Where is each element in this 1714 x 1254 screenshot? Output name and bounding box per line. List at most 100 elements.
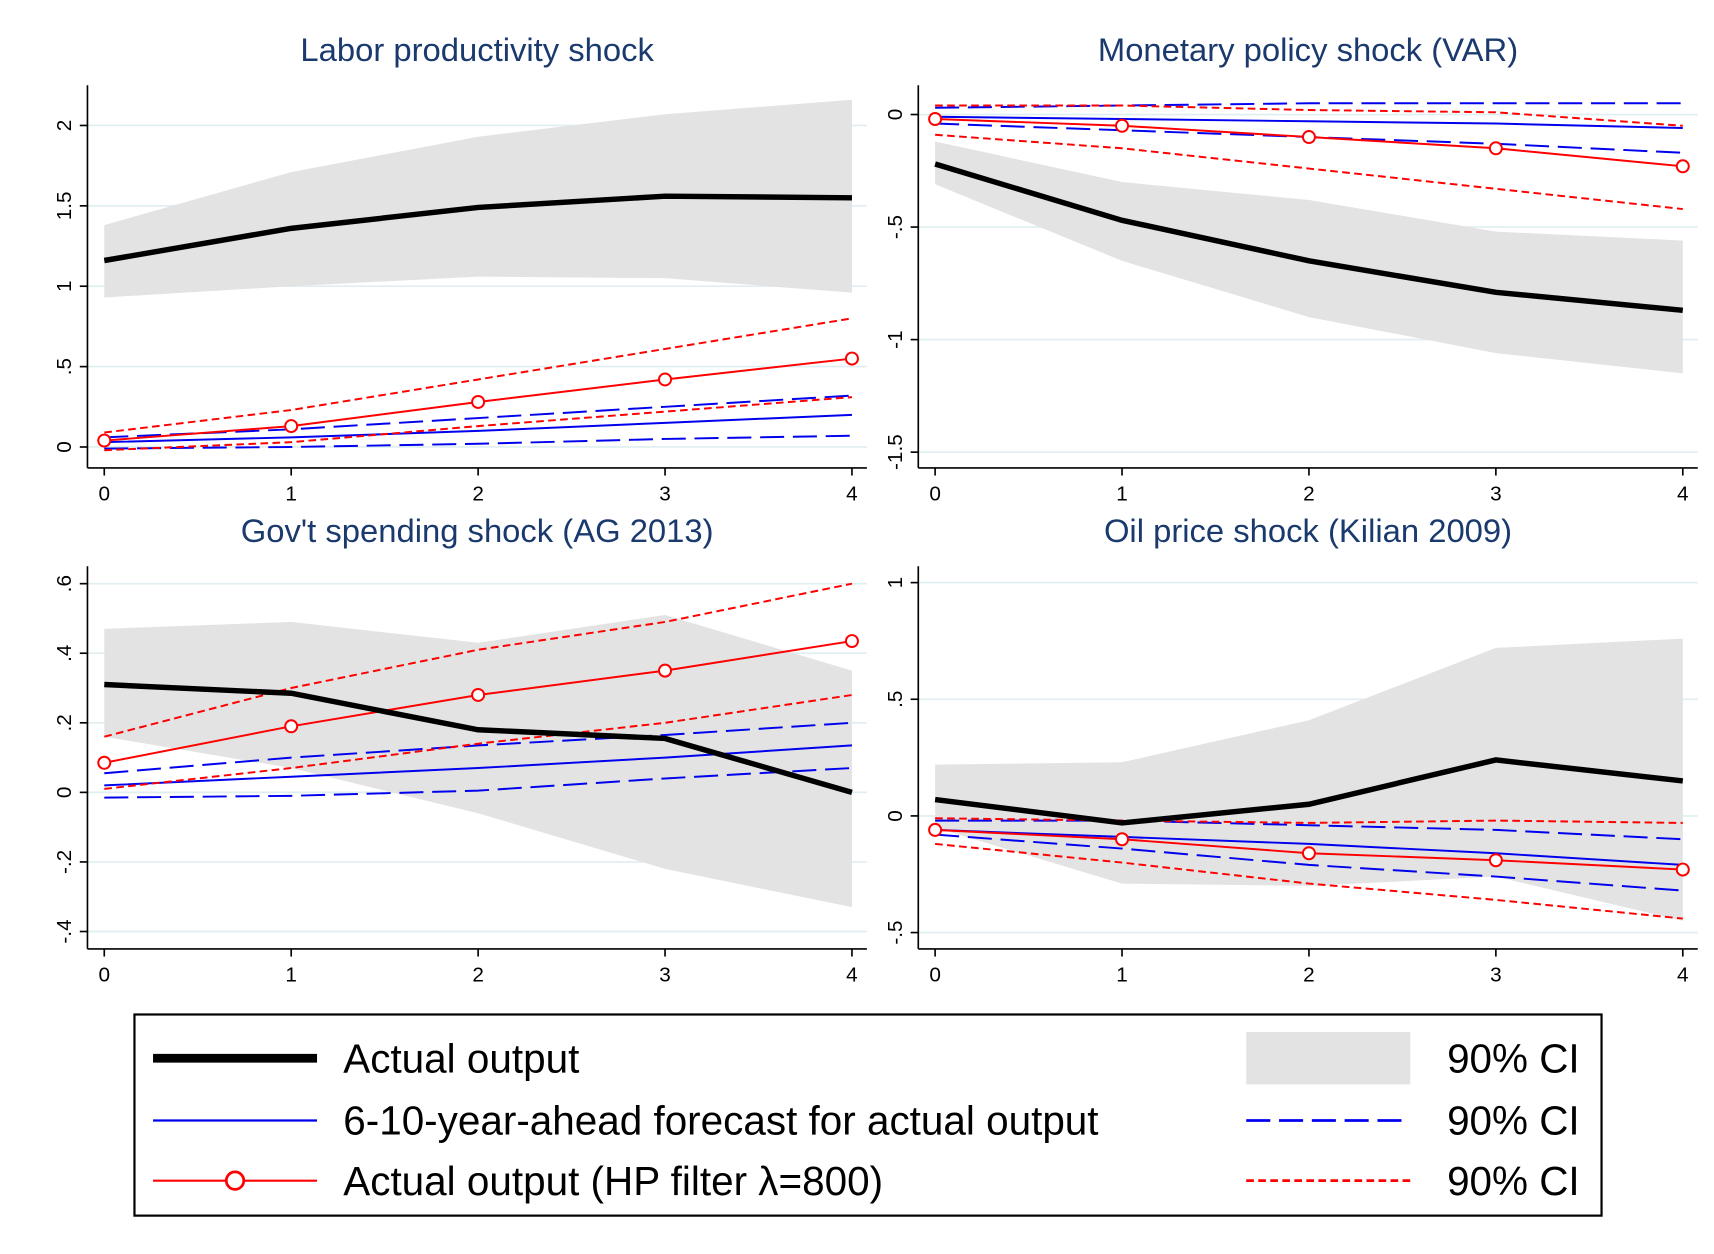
marker [97,755,112,770]
series-line [104,681,853,795]
y-tick-label: .4 [53,645,76,662]
marker [928,112,943,127]
y-tick-label: 1.5 [53,191,76,220]
panel: Labor productivity shock 0 .5 1 1.5 2 0 1 2 3 4 [53,31,867,506]
y-tick-label: .2 [53,714,76,731]
x-tick-label: 3 [659,483,671,506]
y-tick-label: -1 [884,330,907,348]
series-line [935,828,1683,866]
y-tick-label: 1 [53,280,76,292]
panel: Gov't spending shock (AG 2013) -.4 -.2 0 .2.… [53,512,867,987]
x-tick-label: 4 [846,483,858,506]
marker [658,663,673,678]
series-line [934,161,1684,314]
legend-label: 90% CI [1447,1158,1580,1204]
marker [1488,141,1503,156]
ci-line [935,833,1683,892]
x-tick-label: 0 [929,964,941,987]
series-line [935,115,1683,130]
chart-title: Monetary policy shock (VAR) [1098,31,1518,68]
marker [471,394,486,409]
chart-title: Oil price shock (Kilian 2009) [1104,512,1512,549]
y-tick-label: 0 [884,109,907,121]
y-tick-label: 1 [884,577,907,589]
marker [97,433,112,448]
ci-line [935,102,1683,109]
x-tick-label: 4 [1677,964,1689,987]
marker [658,372,673,387]
x-tick-label: 1 [285,964,297,987]
y-tick-label: 2 [53,120,76,132]
marker [844,634,859,649]
x-tick-label: 0 [98,483,110,506]
x-tick-label: 0 [929,483,941,506]
ci-band [935,638,1683,921]
y-tick-label: 0 [53,441,76,453]
y-tick-label: -.4 [53,919,76,943]
x-tick-label: 3 [1490,483,1502,506]
y-tick-label: .5 [884,691,907,708]
ci-line [935,819,1683,841]
marker [471,687,486,702]
marker [928,822,943,837]
x-tick-label: 4 [1677,483,1689,506]
ci-line [104,434,852,450]
ci-line [104,394,853,439]
ci-line [935,817,1683,824]
marker [1301,846,1316,861]
x-tick-label: 1 [285,483,297,506]
marker [1115,832,1130,847]
legend-label: Actual output [343,1035,579,1081]
series-line [103,193,852,264]
ci-line [935,842,1683,920]
panel: Monetary policy shock (VAR) -1.5 -1 -.5 0 0 1 2… [884,31,1698,506]
y-tick-label: 0 [53,787,76,799]
y-tick-label: -1.5 [884,434,907,470]
x-tick-label: 2 [472,483,484,506]
panel: Oil price shock (Kilian 2009) -.5 0 .5 1 0 1 2 3… [884,512,1698,987]
legend-label: 90% CI [1447,1035,1580,1081]
marker [1675,159,1690,174]
x-tick-label: 2 [1303,483,1315,506]
marker [1115,118,1130,133]
marker [284,419,299,434]
marker [284,719,299,734]
ci-line [104,767,853,799]
legend-label: Actual output (HP filter λ=800) [343,1158,883,1204]
series-line [104,744,853,787]
ci-line [104,694,853,790]
marker [1675,862,1690,877]
series-line [104,413,852,444]
marker [1301,130,1316,145]
legend-marker [224,1170,246,1191]
marker [844,351,859,366]
x-tick-label: 1 [1116,483,1128,506]
x-tick-label: 3 [659,964,671,987]
x-tick-label: 4 [846,964,858,987]
legend-swatch [1246,1031,1411,1085]
y-tick-label: .6 [53,575,76,592]
legend-label: 90% CI [1447,1098,1580,1144]
ci-line [935,104,1683,127]
ci-band [935,141,1683,374]
chart-title: Labor productivity shock [300,31,654,68]
ci-line [104,396,853,452]
y-tick-label: -.5 [884,215,907,239]
chart-title: Gov't spending shock (AG 2013) [241,512,714,549]
x-tick-label: 2 [1303,964,1315,987]
y-tick-label: -.2 [53,850,76,874]
series-line [934,757,1684,826]
ci-band [104,99,852,298]
x-tick-label: 1 [1116,964,1128,987]
ci-line [104,317,853,434]
x-tick-label: 0 [98,964,110,987]
x-tick-label: 2 [472,964,484,987]
y-tick-label: 0 [884,810,907,822]
x-tick-label: 3 [1490,964,1502,987]
y-tick-label: -.5 [884,920,907,944]
legend-label: 6-10-year-ahead forecast for actual outp… [343,1098,1098,1144]
ci-line [104,721,853,775]
y-tick-label: .5 [53,358,76,375]
